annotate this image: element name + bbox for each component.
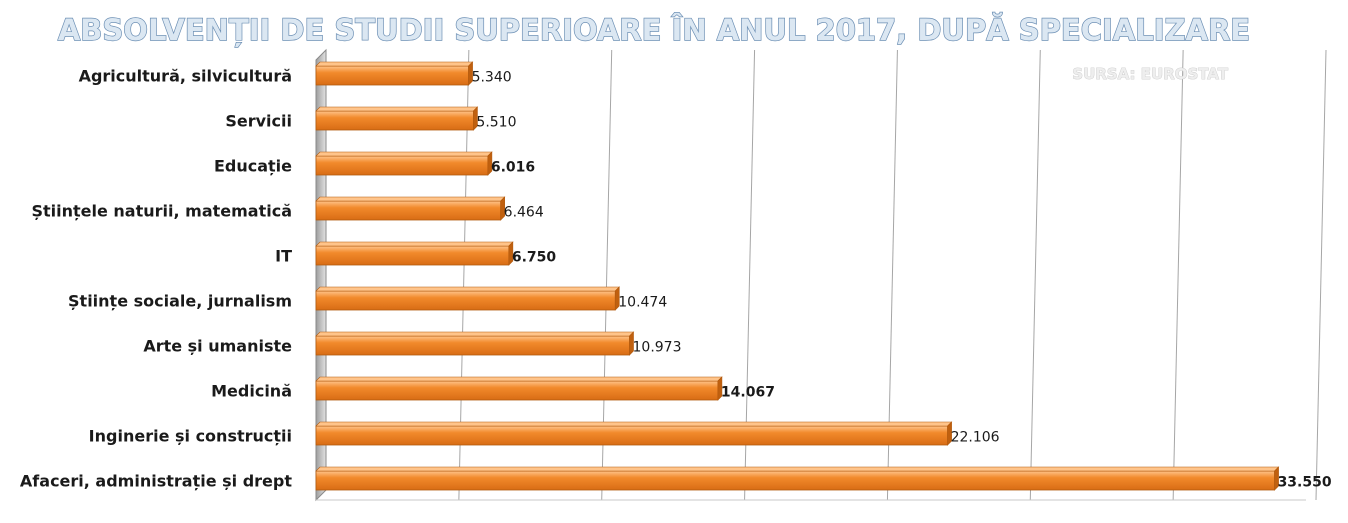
- gridline: [1172, 49, 1184, 501]
- gridline: [1029, 49, 1041, 501]
- category-label: Științe sociale, jurnalism: [68, 292, 292, 311]
- bar-top-face: [315, 241, 514, 247]
- data-label: 6.016: [491, 160, 535, 176]
- bar-end-cap: [508, 241, 514, 266]
- labels: Agricultură, silvicultură 5.340 Servicii 5.…: [20, 67, 1332, 491]
- data-label: 33.550: [1278, 475, 1332, 491]
- bar: [315, 425, 948, 446]
- bar-end-cap: [717, 376, 723, 401]
- bar-end-cap: [468, 61, 473, 86]
- bar-top-face: [315, 466, 1280, 472]
- data-label: 5.340: [472, 70, 512, 86]
- bar: [315, 245, 510, 266]
- data-label: 22.106: [951, 430, 1000, 446]
- bar: [315, 200, 502, 221]
- bar: [315, 335, 630, 356]
- data-label: 10.474: [618, 295, 667, 311]
- bar-end-cap: [947, 421, 952, 446]
- category-label: Științele naturii, matematică: [31, 202, 292, 221]
- bar-top-face: [315, 196, 506, 202]
- data-label: 10.973: [633, 340, 682, 356]
- bar-end-cap: [487, 151, 493, 176]
- bar: [315, 65, 469, 86]
- bar-end-cap: [1274, 466, 1279, 491]
- category-label: Inginerie și construcții: [89, 427, 292, 446]
- chart-title: ABSOLVENȚII DE STUDII SUPERIOARE ÎN ANUL…: [58, 13, 1250, 47]
- bar-top-face: [315, 61, 474, 67]
- bar-top-face: [315, 286, 620, 292]
- data-label: 6.750: [512, 250, 557, 266]
- bar-top-face: [315, 106, 479, 112]
- gridlines: [458, 49, 1327, 501]
- category-label: Servicii: [225, 112, 292, 131]
- gridline: [1315, 49, 1327, 501]
- bar: [315, 470, 1275, 491]
- category-label: IT: [275, 247, 292, 266]
- bar: [315, 110, 474, 131]
- category-label: Agricultură, silvicultură: [79, 67, 292, 86]
- category-label: Medicină: [211, 382, 292, 401]
- category-label: Afaceri, administrație și drept: [20, 472, 292, 491]
- bar: [315, 290, 616, 311]
- data-label: 5.510: [476, 115, 516, 131]
- bar-end-cap: [614, 286, 620, 311]
- bar-end-cap: [473, 106, 478, 131]
- category-label: Arte și umaniste: [143, 337, 292, 356]
- bar: [315, 380, 719, 401]
- bar-end-cap: [629, 331, 634, 356]
- bar-top-face: [315, 421, 953, 427]
- data-label: 6.464: [504, 205, 544, 221]
- bar-top-face: [315, 376, 723, 382]
- bar-top-face: [315, 151, 493, 157]
- source-note: SURSA: EUROSTAT: [1072, 65, 1228, 83]
- bar-end-cap: [500, 196, 505, 221]
- data-label: 14.067: [721, 385, 775, 401]
- bars: [315, 61, 1280, 491]
- bar-top-face: [315, 331, 635, 337]
- category-label: Educație: [214, 157, 292, 176]
- bar: [315, 155, 489, 176]
